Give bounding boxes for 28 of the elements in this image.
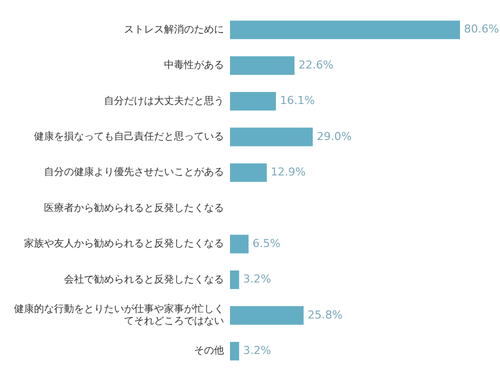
- data-label: 12.9%: [270, 166, 306, 179]
- bar: [230, 342, 240, 360]
- bar: [230, 270, 240, 290]
- bar: [230, 234, 249, 254]
- y-tick-label: 中毒性がある: [164, 59, 224, 72]
- y-tick-label: その他: [194, 344, 224, 357]
- y-tick-label: 会社で勧められると反発したくなる: [64, 273, 224, 286]
- y-tick-label: 健康的な行動をとりたいが仕事や家事が忙しくてそれどころではない: [14, 303, 224, 328]
- data-label: 3.2%: [243, 344, 272, 358]
- y-tick-label: 健康を損なっても自己責任だと思っている: [34, 130, 224, 143]
- bar: [230, 20, 460, 40]
- bar: [230, 56, 294, 75]
- bar: [230, 163, 267, 182]
- data-label: 80.6%: [464, 22, 499, 36]
- bar: [230, 128, 313, 146]
- data-label: 25.8%: [308, 308, 343, 322]
- bar: [230, 92, 276, 111]
- y-tick-label: 家族や友人から勧められると反発したくなる: [24, 238, 224, 250]
- y-tick-label: ストレス解消のために: [124, 23, 224, 36]
- y-tick-label: 自分の健康より優先させたいことがある: [44, 166, 224, 178]
- y-tick-label: 医療者から勧められると反発したくなる: [44, 202, 224, 214]
- y-tick-label: 自分だけは大丈夫だと思う: [104, 94, 224, 107]
- data-label: 6.5%: [252, 236, 280, 250]
- bar: [230, 306, 304, 325]
- data-label: 16.1%: [280, 94, 315, 108]
- data-label: 22.6%: [298, 58, 334, 72]
- data-label: 29.0%: [316, 130, 352, 143]
- data-label: 3.2%: [243, 272, 272, 286]
